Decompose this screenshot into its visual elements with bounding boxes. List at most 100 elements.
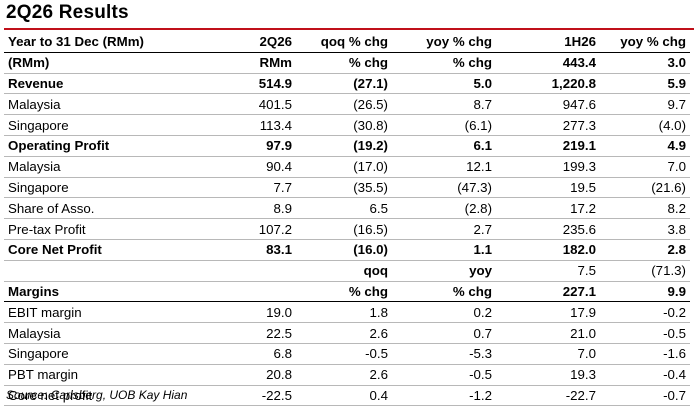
cell-yoy: -5.3 (392, 343, 496, 365)
cell-qoq: 6.5 (296, 197, 392, 220)
cell-yoy: 0.2 (392, 301, 496, 324)
table-row: Malaysia 90.4 (17.0) 12.1 199.3 7.0 (4, 156, 690, 178)
cell-2q26: 401.5 (154, 93, 296, 116)
table-row: qoq yoy 7.5 (71.3) (4, 260, 690, 282)
cell-yoy: % chg (392, 281, 496, 303)
cell-2q26: 8.9 (154, 197, 296, 220)
table-row: Singapore 113.4 (30.8) (6.1) 277.3 (4.0) (4, 114, 690, 136)
cell-qoq: (35.5) (296, 177, 392, 199)
cell-qoq: (30.8) (296, 114, 392, 136)
row-label: Singapore (4, 114, 154, 136)
cell-2q26: 107.2 (154, 218, 296, 240)
cell-yoy: 1.1 (392, 239, 496, 261)
cell-yoy: 0.7 (392, 322, 496, 344)
row-label: Core Net Profit (4, 239, 154, 261)
cell-qoq: (16.5) (296, 218, 392, 240)
table-row: Operating Profit 97.9 (19.2) 6.1 219.1 4… (4, 135, 690, 157)
cell-qoq: 1.8 (296, 301, 392, 324)
cell-1h26: 182.0 (496, 239, 600, 261)
table-row: (RMm) RMm % chg % chg 443.4 3.0 (4, 52, 690, 74)
table-row: Margins % chg % chg 227.1 9.9 (4, 281, 690, 303)
cell-yoy: 6.1 (392, 135, 496, 157)
header-2q26: 2Q26 (154, 32, 296, 53)
cell-1h-yoy: 5.9 (600, 73, 690, 95)
cell-qoq: qoq (296, 260, 392, 282)
row-label: Malaysia (4, 322, 154, 344)
cell-1h-yoy: -0.4 (600, 364, 690, 386)
cell-yoy: % chg (392, 52, 496, 74)
header-qoq: qoq % chg (296, 32, 392, 53)
cell-yoy: -1.2 (392, 385, 496, 407)
cell-yoy: (6.1) (392, 114, 496, 136)
row-label: Malaysia (4, 156, 154, 178)
cell-1h26: 17.2 (496, 197, 600, 220)
table-row: PBT margin 20.8 2.6 -0.5 19.3 -0.4 (4, 364, 690, 386)
row-label: Malaysia (4, 93, 154, 116)
row-label: EBIT margin (4, 301, 154, 324)
cell-1h-yoy: (4.0) (600, 114, 690, 136)
cell-1h-yoy: 3.8 (600, 218, 690, 240)
table-row: Malaysia 22.5 2.6 0.7 21.0 -0.5 (4, 322, 690, 344)
cell-yoy: 2.7 (392, 218, 496, 240)
cell-1h-yoy: 9.7 (600, 93, 690, 116)
table-row: Singapore 6.8 -0.5 -5.3 7.0 -1.6 (4, 343, 690, 365)
cell-1h-yoy: 7.0 (600, 156, 690, 178)
header-1h26: 1H26 (496, 32, 600, 53)
cell-2q26: 83.1 (154, 239, 296, 261)
cell-2q26: 514.9 (154, 73, 296, 95)
cell-2q26: 97.9 (154, 135, 296, 157)
page-title: 2Q26 Results (6, 2, 129, 23)
row-label: Pre-tax Profit (4, 218, 154, 240)
row-label: Singapore (4, 177, 154, 199)
header-yoy: yoy % chg (392, 32, 496, 53)
cell-qoq: % chg (296, 52, 392, 74)
cell-1h26: 235.6 (496, 218, 600, 240)
source-note: Source: Carlsberg, UOB Kay Hian (6, 388, 188, 402)
header-label: Year to 31 Dec (RMm) (4, 32, 154, 53)
row-label: PBT margin (4, 364, 154, 386)
cell-qoq: 2.6 (296, 322, 392, 344)
cell-1h26: 7.0 (496, 343, 600, 365)
cell-1h-yoy: 4.9 (600, 135, 690, 157)
cell-1h26: 227.1 (496, 281, 600, 303)
row-label: Singapore (4, 343, 154, 365)
cell-1h26: -22.7 (496, 385, 600, 407)
cell-1h26: 443.4 (496, 52, 600, 74)
cell-1h-yoy: (21.6) (600, 177, 690, 199)
table-row: Malaysia 401.5 (26.5) 8.7 947.6 9.7 (4, 93, 690, 116)
table-row: Share of Asso. 8.9 6.5 (2.8) 17.2 8.2 (4, 197, 690, 220)
cell-2q26: 6.8 (154, 343, 296, 365)
table-row: Core Net Profit 83.1 (16.0) 1.1 182.0 2.… (4, 239, 690, 261)
cell-1h-yoy: -0.5 (600, 322, 690, 344)
cell-2q26: 90.4 (154, 156, 296, 178)
cell-2q26: 19.0 (154, 301, 296, 324)
cell-1h-yoy: 3.0 (600, 52, 690, 74)
cell-2q26: 20.8 (154, 364, 296, 386)
row-label: Margins (4, 281, 154, 303)
results-table: Year to 31 Dec (RMm) 2Q26 qoq % chg yoy … (4, 32, 690, 407)
cell-yoy: 12.1 (392, 156, 496, 178)
table-row: Pre-tax Profit 107.2 (16.5) 2.7 235.6 3.… (4, 218, 690, 240)
cell-qoq: (27.1) (296, 73, 392, 95)
cell-1h26: 19.5 (496, 177, 600, 199)
cell-2q26: RMm (154, 52, 296, 74)
table-header-row: Year to 31 Dec (RMm) 2Q26 qoq % chg yoy … (4, 32, 690, 53)
cell-1h-yoy: 8.2 (600, 197, 690, 220)
cell-yoy: 5.0 (392, 73, 496, 95)
cell-1h26: 1,220.8 (496, 73, 600, 95)
cell-2q26: -22.5 (154, 385, 296, 407)
cell-1h26: 17.9 (496, 301, 600, 324)
table-row: Core net profit -22.5 0.4 -1.2 -22.7 -0.… (4, 385, 690, 407)
row-label: Operating Profit (4, 135, 154, 157)
cell-yoy: -0.5 (392, 364, 496, 386)
header-1h-yoy: yoy % chg (600, 32, 690, 53)
cell-yoy: (47.3) (392, 177, 496, 199)
cell-2q26 (154, 281, 296, 303)
cell-2q26: 7.7 (154, 177, 296, 199)
table-row: Singapore 7.7 (35.5) (47.3) 19.5 (21.6) (4, 177, 690, 199)
cell-qoq: % chg (296, 281, 392, 303)
cell-qoq: 2.6 (296, 364, 392, 386)
cell-yoy: yoy (392, 260, 496, 282)
cell-1h26: 947.6 (496, 93, 600, 116)
